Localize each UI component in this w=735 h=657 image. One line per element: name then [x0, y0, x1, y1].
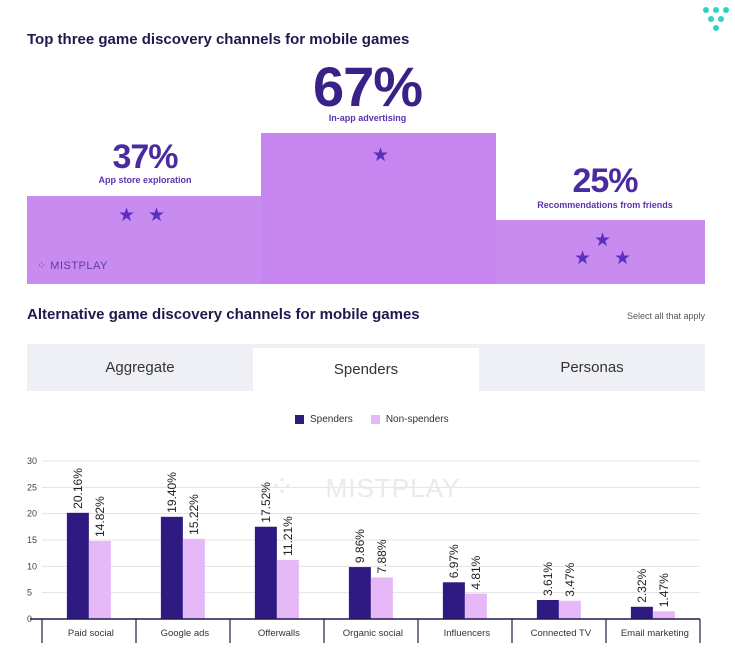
tab-personas[interactable]: Personas [560, 359, 624, 376]
select-all-note: Select all that apply [626, 311, 705, 321]
bar-spenders-paid-social [66, 512, 89, 619]
watermark-text: MISTPLAY [50, 260, 108, 272]
legend-label-spenders: Spenders [310, 414, 353, 425]
bar-spenders-connected-tv [536, 599, 559, 619]
tab-spenders[interactable]: Spenders [253, 348, 479, 391]
bar-spenders-influencers [442, 582, 465, 619]
data-label: 2.32% [635, 568, 649, 602]
data-label: 7.88% [375, 539, 389, 573]
chart-watermark: MISTPLAY [326, 473, 461, 503]
x-tick-label: Email marketing [621, 628, 689, 639]
star-icon: ★ [594, 230, 612, 251]
data-label: 9.86% [353, 529, 367, 563]
bar-nonspenders-influencers [464, 593, 487, 619]
bar-nonspenders-google-ads [182, 538, 205, 619]
bar-spenders-offerwalls [254, 526, 277, 619]
bar-nonspenders-email-marketing [652, 611, 675, 619]
y-tick-label: 5 [27, 588, 32, 598]
bar-chart: 0 5 10 15 20 25 30 MISTPLAY ⁘ 20.16% 14.82% Paid so… [27, 456, 701, 643]
star-icon: ★ [574, 248, 592, 269]
bar-nonspenders-connected-tv [558, 600, 581, 619]
legend-swatch-spenders [295, 415, 304, 424]
podium-middle-value: 67% [312, 55, 423, 118]
data-label: 4.81% [469, 555, 483, 589]
mistplay-logo-icon [703, 7, 729, 31]
data-label: 1.47% [657, 573, 671, 607]
mistplay-watermark: ⁘ MISTPLAY [37, 259, 108, 272]
watermark-dots-icon: ⁘ [37, 260, 47, 272]
bar-spenders-email-marketing [630, 606, 653, 619]
bar-spenders-organic-social [348, 567, 371, 619]
star-icon: ★ [372, 145, 390, 166]
podium-middle-label: In-app advertising [328, 113, 407, 123]
y-tick-label: 30 [27, 456, 37, 466]
x-tick-label: Influencers [444, 628, 491, 639]
podium-right-value: 25% [572, 162, 638, 200]
bar-spenders-google-ads [160, 516, 183, 619]
y-tick-label: 0 [27, 614, 32, 624]
star-icon: ★ [148, 205, 166, 226]
podium-left-block [27, 196, 261, 284]
section-title: Alternative game discovery channels for … [27, 306, 420, 323]
star-icon: ★ [118, 205, 136, 226]
y-tick-label: 10 [27, 561, 37, 571]
legend-swatch-nonspenders [370, 415, 380, 424]
data-label: 20.16% [71, 468, 85, 509]
x-tick-label: Offerwalls [258, 628, 300, 639]
podium-left-value: 37% [112, 138, 178, 176]
data-label: 14.82% [93, 496, 107, 537]
bar-nonspenders-offerwalls [276, 559, 299, 619]
podium-middle-block [261, 133, 496, 284]
bar-nonspenders-organic-social [370, 577, 393, 619]
data-label: 3.47% [563, 562, 577, 596]
x-tick-label: Connected TV [531, 628, 592, 639]
data-label: 6.97% [447, 544, 461, 578]
data-label: 3.61% [541, 562, 555, 596]
podium-right-block [496, 220, 705, 284]
legend-label-nonspenders: Non-spenders [385, 414, 449, 425]
chart-watermark-dots-icon: ⁘ [269, 471, 294, 504]
star-icon: ★ [614, 248, 632, 269]
x-tick-label: Paid social [68, 628, 114, 639]
chart-legend: Spenders Non-spenders [295, 414, 449, 425]
podium-left-label: App store exploration [98, 175, 192, 185]
x-tick-label: Organic social [343, 628, 403, 639]
tab-aggregate[interactable]: Aggregate [105, 359, 175, 376]
tab-bar: Aggregate Spenders Personas [27, 344, 705, 391]
data-label: 19.40% [165, 472, 179, 513]
bar-nonspenders-paid-social [88, 540, 111, 619]
y-tick-label: 25 [27, 482, 37, 492]
podium-right-label: Recommendations from friends [537, 200, 673, 210]
x-tick-label: Google ads [161, 628, 210, 639]
y-tick-label: 15 [27, 535, 37, 545]
data-label: 17.52% [259, 482, 273, 523]
page-title: Top three game discovery channels for mo… [27, 31, 410, 48]
data-label: 15.22% [187, 494, 201, 535]
y-tick-label: 20 [27, 509, 37, 519]
data-label: 11.21% [281, 516, 295, 556]
